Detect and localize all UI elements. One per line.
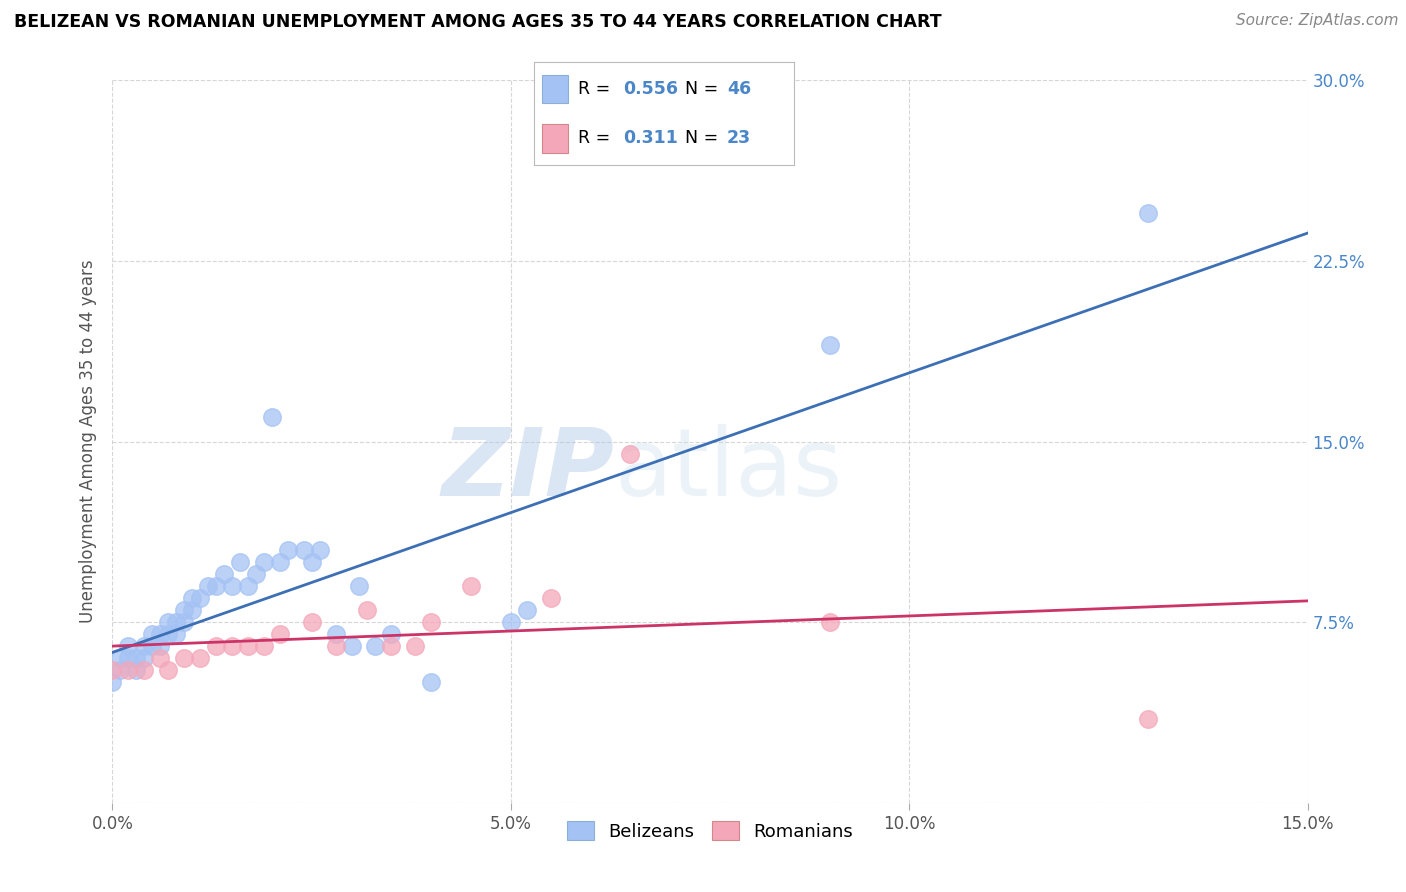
Point (236, 639, 259, 653)
Point (540, 591, 562, 605)
Point (173, 615, 195, 630)
Point (245, 567, 267, 582)
Text: N =: N = (685, 129, 724, 147)
Text: 0.556: 0.556 (623, 80, 678, 98)
Point (165, 615, 187, 630)
Point (260, 410, 283, 425)
Legend: Belizeans, Romanians: Belizeans, Romanians (560, 814, 860, 848)
Point (340, 639, 363, 653)
Point (157, 664, 180, 678)
Point (125, 664, 148, 678)
Point (619, 446, 641, 460)
Text: atlas: atlas (614, 425, 842, 516)
Point (420, 615, 443, 630)
Point (149, 627, 172, 641)
Text: R =: R = (578, 80, 616, 98)
Point (110, 651, 132, 665)
Point (141, 627, 163, 641)
Point (181, 591, 204, 605)
Point (134, 651, 156, 665)
Point (277, 542, 299, 557)
Point (117, 639, 139, 653)
Text: 23: 23 (727, 129, 751, 147)
Point (818, 338, 841, 352)
Point (229, 555, 252, 569)
Point (173, 603, 195, 617)
Text: R =: R = (578, 129, 621, 147)
Point (197, 579, 219, 593)
Point (117, 651, 139, 665)
Point (292, 542, 315, 557)
Point (141, 639, 163, 653)
Point (181, 603, 204, 617)
Point (460, 579, 482, 593)
Text: N =: N = (685, 80, 724, 98)
Point (420, 675, 443, 690)
Point (404, 639, 426, 653)
Point (818, 615, 841, 630)
Point (236, 579, 259, 593)
Point (117, 664, 139, 678)
Point (516, 603, 538, 617)
Point (101, 675, 124, 690)
Point (269, 627, 291, 641)
Point (188, 591, 211, 605)
Point (380, 627, 402, 641)
Point (356, 603, 378, 617)
Point (149, 639, 172, 653)
Point (364, 639, 387, 653)
Point (173, 651, 195, 665)
Point (253, 555, 276, 569)
Text: Source: ZipAtlas.com: Source: ZipAtlas.com (1236, 13, 1399, 29)
FancyBboxPatch shape (543, 124, 568, 153)
Point (157, 627, 180, 641)
Point (205, 639, 228, 653)
Point (134, 664, 156, 678)
Point (325, 627, 347, 641)
Point (499, 615, 522, 630)
Point (325, 639, 347, 653)
Point (221, 579, 243, 593)
Point (188, 651, 211, 665)
Point (1137, 712, 1160, 726)
Point (110, 664, 132, 678)
Point (157, 615, 180, 630)
FancyBboxPatch shape (543, 75, 568, 103)
Point (221, 639, 243, 653)
Text: 46: 46 (727, 80, 751, 98)
Point (134, 639, 156, 653)
Text: ZIP: ZIP (441, 425, 614, 516)
Point (101, 664, 124, 678)
Point (253, 639, 276, 653)
Point (301, 615, 323, 630)
Point (308, 542, 330, 557)
Point (301, 555, 323, 569)
Point (349, 579, 371, 593)
Point (205, 579, 228, 593)
Y-axis label: Unemployment Among Ages 35 to 44 years: Unemployment Among Ages 35 to 44 years (79, 260, 97, 624)
Text: 0.311: 0.311 (623, 129, 678, 147)
Point (380, 639, 402, 653)
Point (212, 567, 235, 582)
Point (269, 555, 291, 569)
Point (1137, 205, 1160, 219)
Point (165, 627, 187, 641)
Point (149, 651, 172, 665)
Point (125, 651, 148, 665)
Text: BELIZEAN VS ROMANIAN UNEMPLOYMENT AMONG AGES 35 TO 44 YEARS CORRELATION CHART: BELIZEAN VS ROMANIAN UNEMPLOYMENT AMONG … (14, 13, 942, 31)
